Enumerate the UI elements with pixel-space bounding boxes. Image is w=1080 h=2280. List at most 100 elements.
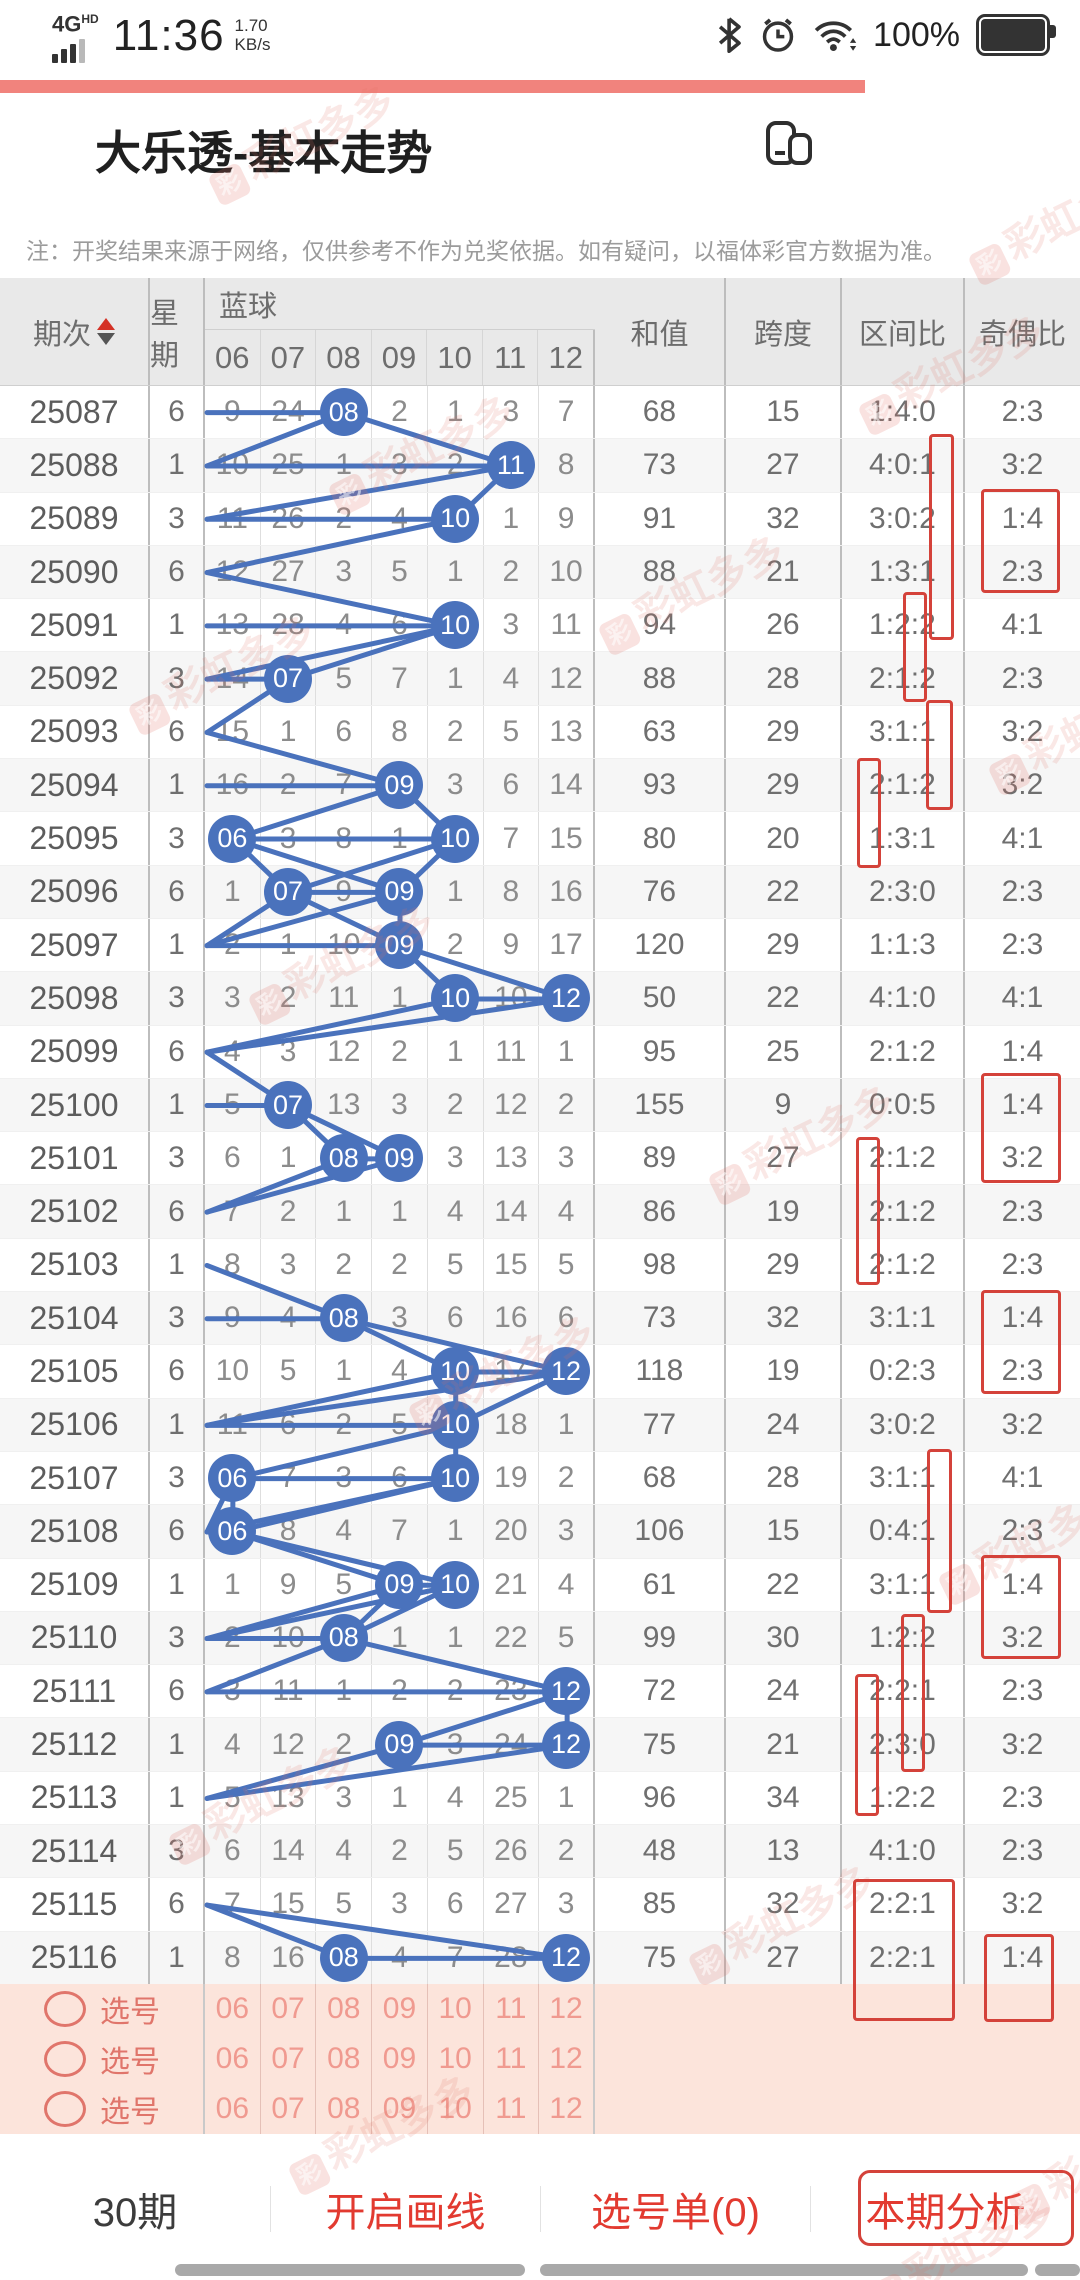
zone-ratio-cell: 4:1:0 <box>842 1825 965 1878</box>
drawn-ball: 09 <box>375 1560 424 1609</box>
drawn-ball: 06 <box>208 814 257 863</box>
pick-ball-option[interactable]: 06 <box>205 2034 261 2084</box>
pick-circle-icon[interactable] <box>44 2091 86 2127</box>
pick-list-button[interactable]: 选号单(0) <box>591 2191 760 2235</box>
pick-ball-option[interactable]: 07 <box>261 1984 317 2034</box>
sum-cell: 76 <box>595 865 726 918</box>
draw-line-button[interactable]: 开启画线 <box>325 2191 486 2235</box>
pick-ball-option[interactable]: 07 <box>261 2084 317 2134</box>
oddeven-ratio-cell: 2:3 <box>1001 1247 1044 1281</box>
ball-cell: 27 <box>261 545 317 599</box>
pick-ball-option[interactable]: 12 <box>539 2034 595 2084</box>
ball-cell: 13 <box>316 1078 373 1132</box>
span-cell: 30 <box>726 1611 842 1665</box>
annotation-box <box>857 758 881 868</box>
annotation-box <box>903 592 927 702</box>
ball-cell: 16 <box>539 865 595 918</box>
pick-ball-option[interactable]: 10 <box>428 1984 484 2034</box>
pick-ball-option[interactable]: 12 <box>539 1984 595 2034</box>
ball-cell: 10 <box>428 492 484 545</box>
table-row: 25095 3 06 3 8 1 10 7 15 80 20 1:3:1 4:1 <box>0 812 1080 866</box>
header-week: 星期 <box>150 278 205 385</box>
oddeven-ratio-cell: 4:1 <box>1001 981 1044 1015</box>
ball-cell: 4 <box>539 1185 595 1238</box>
ball-cell: 14 <box>261 1825 317 1878</box>
pick-circle-icon[interactable] <box>44 2041 86 2077</box>
oddeven-ratio-cell: 2:3 <box>1001 1780 1044 1814</box>
zone-ratio-cell: 2:1:2 <box>842 1132 965 1185</box>
ball-cell: 1 <box>428 1611 484 1665</box>
week-cell: 1 <box>150 1558 205 1611</box>
pick-ball-option[interactable]: 10 <box>428 2034 484 2084</box>
disclaimer-text: 注：开奖结果来源于网络，仅供参考不作为兑奖依据。如有疑问，以福体彩官方数据为准。 <box>26 238 946 264</box>
span-cell: 24 <box>726 1665 842 1718</box>
pick-ball-option[interactable]: 11 <box>484 1984 540 2034</box>
drawn-ball: 06 <box>208 1507 257 1556</box>
sum-cell: 106 <box>595 1505 726 1558</box>
ball-cell: 2 <box>428 918 484 972</box>
analysis-button[interactable]: 本期分析 <box>865 2191 1026 2235</box>
oddeven-ratio-cell: 4:1 <box>1001 1461 1044 1495</box>
header-ball-col: 11 <box>483 330 539 385</box>
drawn-ball: 09 <box>375 1720 424 1769</box>
pick-ball-option[interactable]: 10 <box>428 2084 484 2134</box>
sum-cell: 95 <box>595 1025 726 1078</box>
period-cell: 25099 <box>0 1025 150 1078</box>
week-cell: 6 <box>150 545 205 599</box>
ball-cell: 3 <box>539 1878 595 1931</box>
drawn-ball: 07 <box>264 1081 313 1129</box>
week-cell: 6 <box>150 1025 205 1078</box>
week-cell: 1 <box>150 599 205 652</box>
table-row: 25099 6 4 3 12 2 1 11 1 95 25 2:1:2 1:4 <box>0 1025 1080 1079</box>
ball-cell: 3 <box>316 1451 373 1505</box>
zone-ratio-cell: 2:2:1 <box>842 1878 965 1931</box>
week-cell: 1 <box>150 1238 205 1292</box>
week-cell: 6 <box>150 1345 205 1398</box>
ball-cell: 9 <box>484 918 540 972</box>
pick-ball-option[interactable]: 08 <box>316 2084 373 2134</box>
zone-ratio-cell: 0:2:3 <box>842 1345 965 1398</box>
sort-icon[interactable] <box>97 318 115 345</box>
drawn-ball: 06 <box>208 1454 257 1503</box>
pick-ball-option[interactable]: 08 <box>316 2034 373 2084</box>
pick-ball-option[interactable]: 06 <box>205 1984 261 2034</box>
pick-ball-option[interactable]: 09 <box>372 1984 428 2034</box>
period-cell: 25112 <box>0 1718 150 1771</box>
switch-layout-icon[interactable] <box>762 119 818 175</box>
ball-cell: 12 <box>539 1931 595 1984</box>
period-cell: 25105 <box>0 1345 150 1398</box>
ball-cell: 6 <box>372 1451 428 1505</box>
pick-ball-option[interactable]: 12 <box>539 2084 595 2134</box>
ball-cell: 10 <box>484 972 540 1025</box>
ball-cell: 9 <box>205 1292 261 1345</box>
pick-ball-option[interactable]: 09 <box>372 2034 428 2084</box>
oddeven-ratio-cell: 2:3 <box>1001 874 1044 908</box>
span-cell: 22 <box>726 1558 842 1611</box>
ball-cell: 1 <box>539 1398 595 1451</box>
ball-cell: 09 <box>372 865 428 918</box>
ball-cell: 4 <box>316 599 373 652</box>
bluetooth-icon <box>718 17 741 53</box>
periods-selector[interactable]: 30期 <box>92 2191 178 2235</box>
pick-ball-option[interactable]: 11 <box>484 2034 540 2084</box>
oddeven-ratio-cell: 2:3 <box>1001 1674 1044 1708</box>
oddeven-ratio-cell: 3:2 <box>1001 1407 1044 1441</box>
oddeven-ratio-cell: 4:1 <box>1001 608 1044 642</box>
pick-circle-icon[interactable] <box>44 1991 86 2027</box>
oddeven-ratio-cell: 2:3 <box>1001 555 1044 589</box>
oddeven-ratio-cell: 3:2 <box>1001 768 1044 802</box>
ball-cell: 9 <box>205 386 261 439</box>
pick-ball-option[interactable]: 09 <box>372 2084 428 2134</box>
ball-cell: 2 <box>372 1025 428 1078</box>
pick-ball-option[interactable]: 07 <box>261 2034 317 2084</box>
header-period[interactable]: 期次 <box>0 278 150 385</box>
pick-ball-option[interactable]: 06 <box>205 2084 261 2134</box>
span-cell: 21 <box>726 545 842 599</box>
period-cell: 25109 <box>0 1558 150 1611</box>
pick-ball-option[interactable]: 08 <box>316 1984 373 2034</box>
ball-cell: 09 <box>372 1718 428 1771</box>
pick-ball-option[interactable]: 11 <box>484 2084 540 2134</box>
drawn-ball: 09 <box>375 921 424 970</box>
ball-cell: 10 <box>205 439 261 492</box>
table-row: 25100 1 5 07 13 3 2 12 2 155 9 0:0:5 1:4 <box>0 1078 1080 1133</box>
